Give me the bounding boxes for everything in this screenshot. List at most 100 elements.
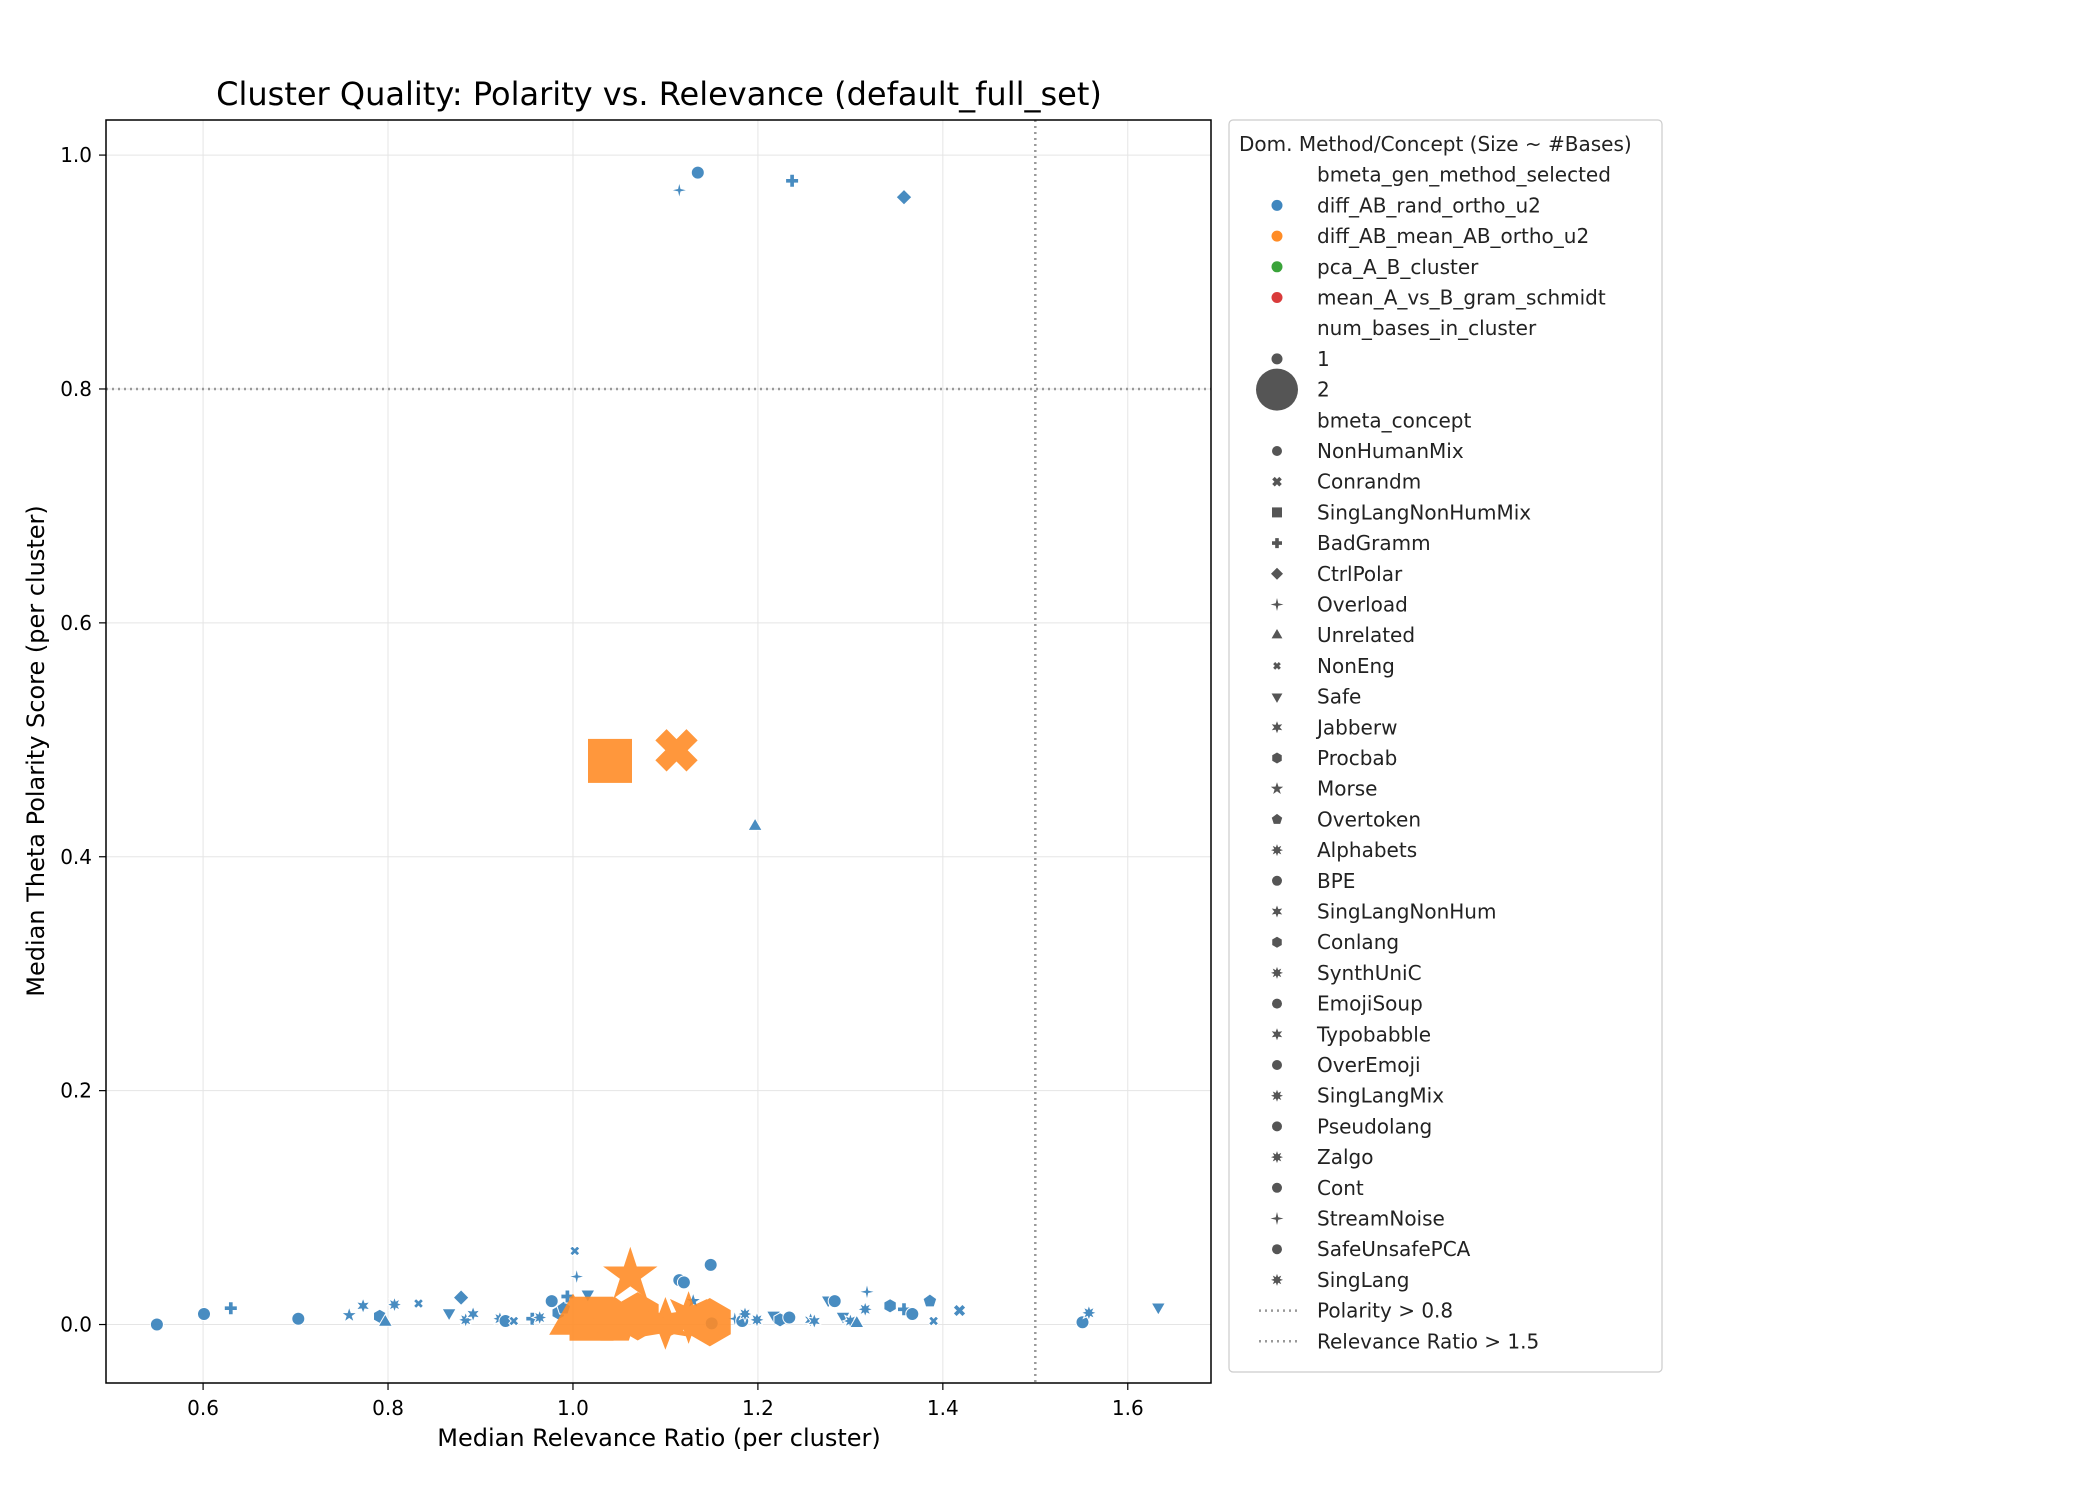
series-diff_AB_rand_ortho_u2 bbox=[149, 165, 1167, 1332]
legend-style-marker bbox=[1270, 598, 1284, 611]
data-point bbox=[339, 1305, 359, 1324]
data-point bbox=[377, 1313, 394, 1327]
legend-swatch bbox=[1271, 261, 1283, 273]
legend-item-label: StreamNoise bbox=[1317, 1207, 1445, 1231]
legend-item-label: Overload bbox=[1317, 593, 1408, 617]
legend-style-marker bbox=[1271, 1151, 1283, 1164]
legend-style-marker bbox=[1271, 905, 1283, 918]
data-point bbox=[465, 1304, 482, 1324]
legend-item-label: 2 bbox=[1317, 378, 1330, 402]
legend-style-marker bbox=[1271, 693, 1283, 703]
data-point bbox=[655, 729, 698, 772]
data-points bbox=[149, 165, 1167, 1350]
legend-swatch bbox=[1271, 199, 1283, 211]
legend-style-marker bbox=[1272, 538, 1282, 549]
legend-box bbox=[1228, 119, 1663, 1373]
legend-item-label: diff_AB_rand_ortho_u2 bbox=[1317, 193, 1541, 217]
data-point bbox=[579, 1289, 596, 1304]
data-point bbox=[858, 1283, 876, 1301]
legend-item-label: OverEmoji bbox=[1317, 1053, 1421, 1077]
legend-item-label: Morse bbox=[1317, 777, 1377, 801]
legend-item-label: Conrandm bbox=[1317, 470, 1421, 494]
legend-style-marker bbox=[1271, 1028, 1283, 1041]
data-point bbox=[895, 188, 913, 206]
legend-style-marker bbox=[1271, 966, 1283, 979]
legend-style-marker bbox=[1271, 628, 1283, 639]
legend-item-label: Polarity > 0.8 bbox=[1317, 1299, 1453, 1323]
legend-style-marker bbox=[1272, 875, 1282, 886]
legend-style-marker bbox=[1271, 1089, 1283, 1102]
data-point bbox=[1150, 1302, 1167, 1317]
data-point bbox=[735, 1304, 755, 1324]
legend-style-marker bbox=[1272, 476, 1282, 487]
legend-item-label: Jabberw bbox=[1315, 715, 1397, 739]
legend: Dom. Method/Concept (Size ~ #Bases) bmeta… bbox=[1228, 119, 1663, 1373]
legend-item-label: Overtoken bbox=[1317, 807, 1421, 831]
legend-style-title: bmeta_concept bbox=[1317, 408, 1471, 432]
data-point bbox=[806, 1311, 823, 1331]
legend-style-marker bbox=[1272, 998, 1282, 1009]
legend-item-label: SingLangMix bbox=[1317, 1084, 1444, 1108]
y-tick-label: 0.4 bbox=[60, 845, 92, 869]
legend-style-marker bbox=[1270, 782, 1284, 794]
legend-item-label: diff_AB_mean_AB_ortho_u2 bbox=[1317, 224, 1589, 248]
data-point bbox=[922, 1293, 938, 1308]
chart-title: Cluster Quality: Polarity vs. Relevance … bbox=[216, 75, 1102, 113]
plot-frame bbox=[105, 119, 1212, 1384]
data-point bbox=[1079, 1303, 1099, 1323]
data-point bbox=[785, 173, 800, 188]
legend-item-label: SingLang bbox=[1317, 1268, 1409, 1292]
y-axis-ticks: 0.0 0.2 0.4 0.6 0.8 1.0 bbox=[60, 143, 106, 1337]
data-point bbox=[508, 1315, 520, 1327]
legend-item-label: SafeUnsafePCA bbox=[1317, 1237, 1471, 1261]
series-diff_AB_mean_AB_ortho_u2 bbox=[549, 729, 731, 1350]
x-axis-ticks: 0.6 0.8 1.0 1.2 1.4 1.6 bbox=[187, 1383, 1144, 1420]
data-point bbox=[952, 1303, 967, 1318]
data-point bbox=[670, 181, 688, 199]
data-point bbox=[588, 738, 632, 783]
legend-style-marker bbox=[1272, 446, 1282, 456]
data-point bbox=[782, 1310, 797, 1325]
data-point bbox=[385, 1295, 404, 1314]
legend-item-label: Safe bbox=[1317, 685, 1361, 709]
legend-item-label: NonHumanMix bbox=[1317, 439, 1464, 463]
data-point bbox=[412, 1297, 425, 1310]
x-axis-label: Median Relevance Ratio (per cluster) bbox=[437, 1424, 881, 1452]
y-tick-label: 0.6 bbox=[60, 611, 92, 635]
data-point bbox=[855, 1300, 875, 1319]
legend-style-marker bbox=[1271, 844, 1283, 857]
data-point bbox=[927, 1315, 940, 1327]
legend-style-marker bbox=[1271, 567, 1283, 580]
data-point bbox=[498, 1314, 513, 1328]
legend-item-label: pca_A_B_cluster bbox=[1317, 255, 1479, 279]
x-tick-label: 1.2 bbox=[742, 1396, 774, 1420]
legend-item-label: Alphabets bbox=[1317, 838, 1417, 862]
legend-style-marker bbox=[1272, 1121, 1282, 1132]
y-tick-label: 0.0 bbox=[60, 1313, 92, 1337]
legend-title: Dom. Method/Concept (Size ~ #Bases) bbox=[1239, 132, 1632, 156]
data-point bbox=[616, 1292, 659, 1341]
reference-lines bbox=[106, 120, 1211, 1383]
data-point bbox=[569, 1245, 581, 1257]
legend-item-label: EmojiSoup bbox=[1317, 992, 1423, 1016]
legend-style-marker bbox=[1272, 752, 1282, 764]
legend-size-title: num_bases_in_cluster bbox=[1317, 316, 1537, 340]
data-point bbox=[883, 1298, 897, 1314]
legend-style-marker bbox=[1271, 721, 1283, 734]
data-point bbox=[544, 1294, 559, 1309]
legend-item-label: SingLangNonHumMix bbox=[1317, 500, 1531, 524]
legend-item-label: BPE bbox=[1317, 869, 1355, 893]
y-tick-label: 0.8 bbox=[60, 377, 92, 401]
legend-item-label: Typobabble bbox=[1316, 1022, 1431, 1046]
legend-style-marker bbox=[1272, 936, 1282, 948]
legend-item-label: BadGramm bbox=[1317, 531, 1431, 555]
grid bbox=[106, 120, 1211, 1383]
legend-hue-title: bmeta_gen_method_selected bbox=[1317, 163, 1611, 187]
legend-swatch bbox=[1271, 230, 1283, 242]
data-point bbox=[452, 1289, 470, 1307]
data-point bbox=[568, 1268, 586, 1286]
legend-item-label: Pseudolang bbox=[1317, 1114, 1432, 1138]
data-point bbox=[690, 165, 705, 180]
data-point bbox=[827, 1294, 842, 1309]
